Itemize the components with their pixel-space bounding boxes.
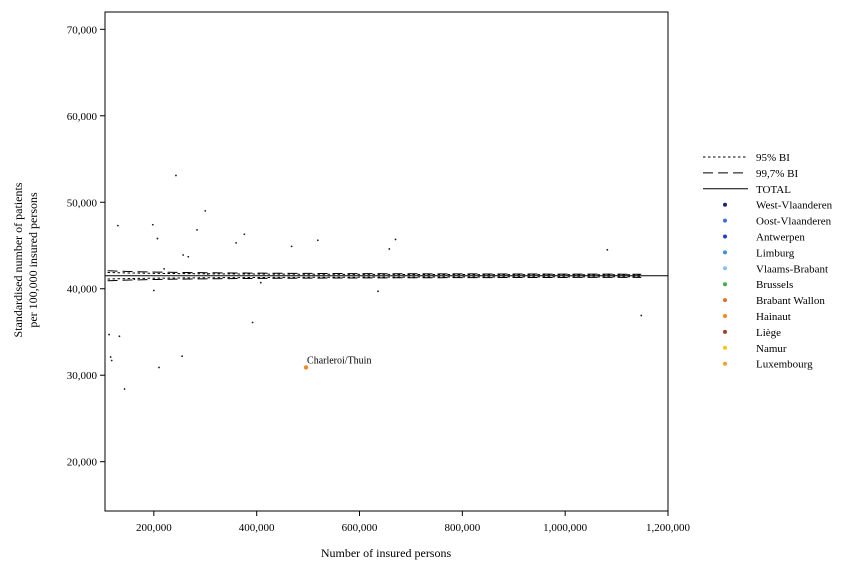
y-tick-label: 70,000 bbox=[67, 24, 98, 36]
data-point bbox=[377, 290, 379, 293]
data-point bbox=[116, 224, 119, 227]
data-point bbox=[394, 238, 397, 241]
y-tick-label: 50,000 bbox=[67, 197, 98, 209]
data-point bbox=[188, 272, 191, 275]
data-point bbox=[235, 242, 238, 244]
data-point bbox=[259, 281, 262, 284]
data-point bbox=[251, 321, 254, 324]
legend-marker bbox=[723, 234, 727, 239]
data-point bbox=[640, 314, 643, 317]
data-point bbox=[182, 254, 185, 256]
legend-marker bbox=[723, 202, 727, 207]
legend-label: Brussels bbox=[756, 279, 793, 291]
legend-label: 99,7% BI bbox=[756, 168, 799, 180]
data-points bbox=[108, 174, 643, 390]
limit-curve-95-lower bbox=[107, 276, 642, 280]
x-tick-label: 200,000 bbox=[136, 522, 172, 534]
data-point bbox=[133, 278, 136, 281]
data-point bbox=[243, 233, 246, 236]
legend-marker bbox=[723, 282, 727, 287]
x-axis: 200,000 400,000 600,000 800,000 1,000,000 1,2… bbox=[136, 511, 691, 534]
x-tick-label: 1,200,000 bbox=[646, 522, 691, 534]
limit-curve-95-upper bbox=[107, 271, 642, 276]
data-point bbox=[152, 289, 155, 292]
legend-label: Luxembourg bbox=[756, 359, 813, 371]
legend-label: Brabant Wallon bbox=[756, 295, 825, 307]
limit-curves bbox=[107, 270, 642, 282]
data-point bbox=[158, 366, 160, 369]
data-point bbox=[110, 359, 113, 362]
x-tick-label: 600,000 bbox=[342, 522, 378, 534]
data-point bbox=[108, 333, 111, 336]
legend-marker bbox=[723, 361, 727, 366]
y-tick-label: 30,000 bbox=[67, 370, 98, 382]
legend-label: Hainaut bbox=[756, 311, 791, 323]
highlighted-point bbox=[303, 365, 309, 370]
data-point bbox=[196, 229, 198, 231]
limit-curve-99-7-upper bbox=[107, 270, 642, 275]
x-tick-label: 800,000 bbox=[444, 522, 480, 534]
limit-curve-99-7-lower bbox=[107, 276, 642, 282]
data-point bbox=[163, 267, 166, 270]
plot-frame bbox=[104, 11, 669, 512]
annotation-label: Charleroi/Thuin bbox=[307, 355, 371, 366]
data-point bbox=[123, 388, 126, 390]
x-axis-title: Number of insured persons bbox=[321, 546, 452, 560]
y-tick-label: 20,000 bbox=[67, 457, 98, 469]
data-point bbox=[388, 248, 391, 250]
y-axis-title-line-2: per 100,000 insured persons bbox=[26, 192, 40, 328]
data-point bbox=[151, 223, 154, 226]
legend-marker bbox=[723, 329, 727, 334]
legend-label: Vlaams-Brabant bbox=[756, 263, 828, 275]
legend-marker bbox=[723, 298, 727, 303]
data-point bbox=[290, 245, 293, 248]
legend-marker bbox=[723, 266, 727, 271]
annotations: Charleroi/Thuin bbox=[303, 355, 371, 370]
y-tick-label: 60,000 bbox=[67, 111, 98, 123]
legend-marker bbox=[723, 218, 727, 223]
legend: 95% BI 99,7% BI TOTAL West-Vlaanderen Oost-V… bbox=[703, 152, 833, 371]
y-tick-label: 40,000 bbox=[67, 284, 98, 296]
legend-label: TOTAL bbox=[756, 184, 791, 196]
y-axis: 20,000 30,000 40,000 50,000 60,000 70,000 bbox=[67, 24, 105, 469]
data-point bbox=[204, 210, 207, 212]
data-point bbox=[109, 356, 112, 358]
data-point bbox=[316, 239, 319, 242]
x-tick-label: 1,000,000 bbox=[543, 522, 588, 534]
legend-label: Namur bbox=[756, 343, 787, 355]
legend-marker bbox=[723, 250, 727, 255]
data-point bbox=[187, 255, 190, 258]
legend-label: West-Vlaanderen bbox=[756, 200, 833, 212]
data-point bbox=[118, 335, 121, 338]
x-tick-label: 400,000 bbox=[239, 522, 275, 534]
data-point bbox=[181, 355, 184, 358]
legend-label: 95% BI bbox=[756, 152, 790, 164]
legend-label: Antwerpen bbox=[756, 232, 805, 244]
legend-marker bbox=[723, 345, 727, 350]
legend-label: Limburg bbox=[756, 247, 795, 259]
data-point bbox=[156, 237, 159, 240]
data-point bbox=[206, 273, 209, 275]
y-axis-title-line-1: Standardised number of patients bbox=[11, 182, 25, 337]
legend-label: Oost-Vlaanderen bbox=[756, 216, 832, 228]
legend-marker bbox=[723, 314, 727, 318]
data-point bbox=[175, 174, 177, 177]
legend-label: Liège bbox=[756, 327, 781, 339]
data-point bbox=[606, 248, 609, 251]
